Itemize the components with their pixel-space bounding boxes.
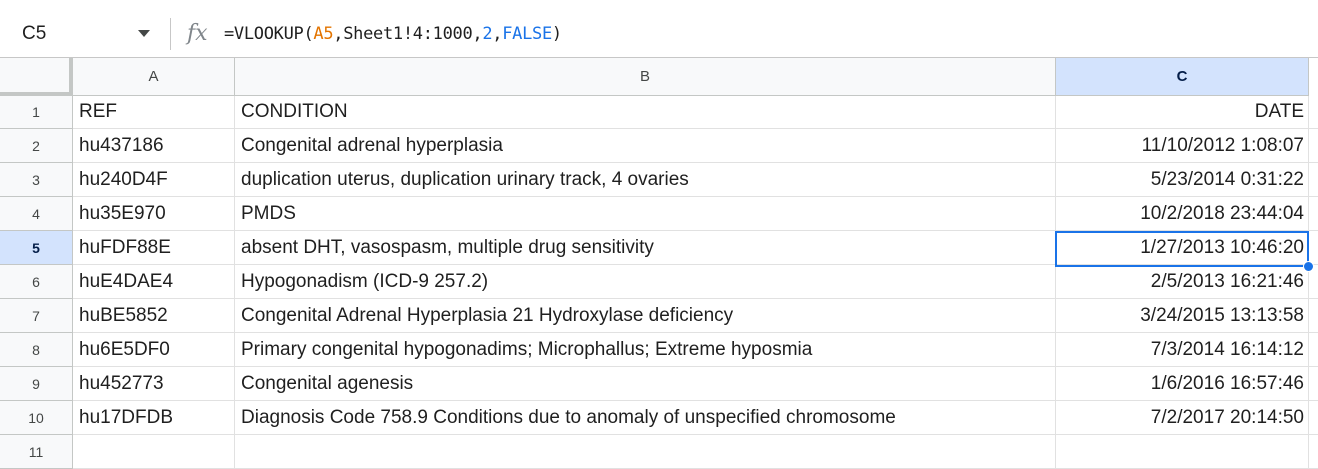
cell-a8[interactable]: hu6E5DF0: [73, 333, 235, 367]
cell-d10[interactable]: [1309, 401, 1318, 435]
cell-c6[interactable]: 2/5/2013 16:21:46: [1056, 265, 1309, 299]
formula-cell-reference: A5: [313, 24, 334, 44]
column-header-c[interactable]: C: [1056, 58, 1309, 96]
formula-token: ,: [492, 24, 503, 44]
row-header-5[interactable]: 5: [0, 231, 73, 265]
cell-b8[interactable]: Primary congenital hypogonadims; Microph…: [235, 333, 1056, 367]
cell-c10[interactable]: 7/2/2017 20:14:50: [1056, 401, 1309, 435]
table-row: huE4DAE4 Hypogonadism (ICD-9 257.2) 2/5/20…: [73, 265, 1318, 299]
cell-c7[interactable]: 3/24/2015 13:13:58: [1056, 299, 1309, 333]
table-row: REF CONDITION DATE: [73, 96, 1318, 129]
cell-c3[interactable]: 5/23/2014 0:31:22: [1056, 163, 1309, 197]
cell-b3[interactable]: duplication uterus, duplication urinary …: [235, 163, 1056, 197]
row-header-6[interactable]: 6: [0, 265, 73, 299]
formula-token: =VLOOKUP(: [224, 24, 314, 44]
formula-token: ,: [472, 24, 483, 44]
cell-b5[interactable]: absent DHT, vasospasm, multiple drug sen…: [235, 231, 1056, 265]
table-row: [73, 435, 1318, 469]
function-icon: fx: [187, 21, 208, 46]
cell-a6[interactable]: huE4DAE4: [73, 265, 235, 299]
table-row: huFDF88E absent DHT, vasospasm, multiple …: [73, 231, 1318, 265]
cell-d2[interactable]: [1309, 129, 1318, 163]
row-header-10[interactable]: 10: [0, 401, 73, 435]
cell-b7[interactable]: Congenital Adrenal Hyperplasia 21 Hydrox…: [235, 299, 1056, 333]
formula-token: ,: [333, 24, 344, 44]
cell-d9[interactable]: [1309, 367, 1318, 401]
table-row: hu17DFDB Diagnosis Code 758.9 Conditions …: [73, 401, 1318, 435]
cell-b10[interactable]: Diagnosis Code 758.9 Conditions due to a…: [235, 401, 1056, 435]
cell-a4[interactable]: hu35E970: [73, 197, 235, 231]
cell-c11[interactable]: [1056, 435, 1309, 469]
table-row: hu35E970 PMDS 10/2/2018 23:44:04: [73, 197, 1318, 231]
cell-a11[interactable]: [73, 435, 235, 469]
column-header-a[interactable]: A: [73, 58, 235, 96]
cell-b9[interactable]: Congenital agenesis: [235, 367, 1056, 401]
row-header-11[interactable]: 11: [0, 435, 73, 469]
row-header-3[interactable]: 3: [0, 163, 73, 197]
cell-d7[interactable]: [1309, 299, 1318, 333]
formula-bar: C5 fx =VLOOKUP(A5,Sheet1!4:1000,2,FALSE): [0, 0, 1318, 58]
row-header-8[interactable]: 8: [0, 333, 73, 367]
row-header-2[interactable]: 2: [0, 129, 73, 163]
cell-d3[interactable]: [1309, 163, 1318, 197]
table-row: hu437186 Congenital adrenal hyperplasia 11…: [73, 129, 1318, 163]
cell-c8[interactable]: 7/3/2014 16:14:12: [1056, 333, 1309, 367]
cell-b6[interactable]: Hypogonadism (ICD-9 257.2): [235, 265, 1056, 299]
cell-b1[interactable]: CONDITION: [235, 96, 1056, 129]
cell-d4[interactable]: [1309, 197, 1318, 231]
formula-number: 2: [482, 24, 493, 44]
cell-a9[interactable]: hu452773: [73, 367, 235, 401]
chevron-down-icon[interactable]: [138, 30, 150, 37]
cell-b4[interactable]: PMDS: [235, 197, 1056, 231]
cell-c1[interactable]: DATE: [1056, 96, 1309, 129]
divider: [170, 18, 171, 50]
table-row: hu452773 Congenital agenesis 1/6/2016 16:5…: [73, 367, 1318, 401]
cell-a2[interactable]: hu437186: [73, 129, 235, 163]
cell-b2[interactable]: Congenital adrenal hyperplasia: [235, 129, 1056, 163]
cell-a10[interactable]: hu17DFDB: [73, 401, 235, 435]
cell-d8[interactable]: [1309, 333, 1318, 367]
spreadsheet-grid: A B C 1 REF CONDITION DATE 2 hu437186 Congenit…: [0, 58, 1318, 469]
cell-c2[interactable]: 11/10/2012 1:08:07: [1056, 129, 1309, 163]
cell-a7[interactable]: huBE5852: [73, 299, 235, 333]
cell-c5[interactable]: 1/27/2013 10:46:20: [1056, 231, 1309, 265]
cell-d5[interactable]: [1309, 231, 1318, 265]
cell-d1[interactable]: [1309, 96, 1318, 129]
formula-range: Sheet1!4:1000: [343, 24, 473, 44]
cell-c9[interactable]: 1/6/2016 16:57:46: [1056, 367, 1309, 401]
formula-boolean: FALSE: [502, 24, 552, 44]
column-header-b[interactable]: B: [235, 58, 1056, 96]
cell-a1[interactable]: REF: [73, 96, 235, 129]
cell-b11[interactable]: [235, 435, 1056, 469]
table-row: hu6E5DF0 Primary congenital hypogonadims;…: [73, 333, 1318, 367]
table-row: hu240D4F duplication uterus, duplication …: [73, 163, 1318, 197]
formula-token: ): [551, 24, 562, 44]
formula-input[interactable]: =VLOOKUP(A5,Sheet1!4:1000,2,FALSE): [224, 24, 562, 44]
cell-a5[interactable]: huFDF88E: [73, 231, 235, 265]
cell-a3[interactable]: hu240D4F: [73, 163, 235, 197]
name-box[interactable]: C5: [22, 23, 47, 44]
row-header-1[interactable]: 1: [0, 96, 73, 129]
cell-d6[interactable]: [1309, 265, 1318, 299]
select-all-corner[interactable]: [0, 58, 73, 96]
row-header-7[interactable]: 7: [0, 299, 73, 333]
row-header-4[interactable]: 4: [0, 197, 73, 231]
table-row: huBE5852 Congenital Adrenal Hyperplasia 2…: [73, 299, 1318, 333]
cell-c4[interactable]: 10/2/2018 23:44:04: [1056, 197, 1309, 231]
cell-d11[interactable]: [1309, 435, 1318, 469]
row-header-9[interactable]: 9: [0, 367, 73, 401]
fill-handle[interactable]: [1303, 261, 1314, 272]
